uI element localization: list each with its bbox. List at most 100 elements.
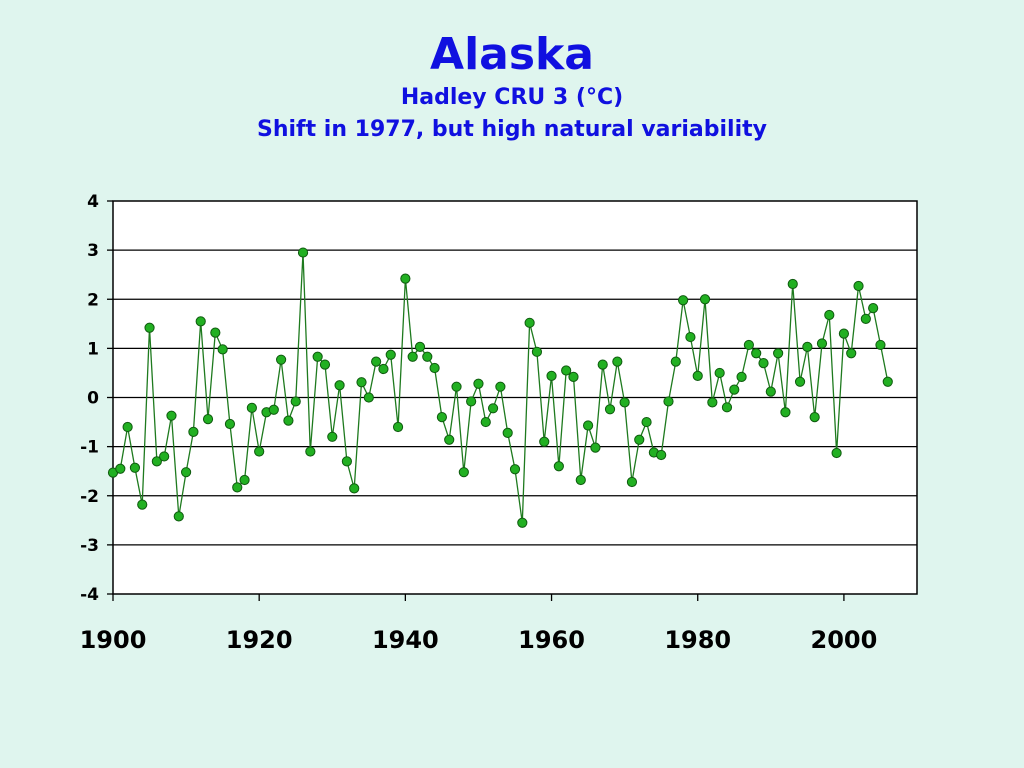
data-point xyxy=(824,309,835,321)
data-point xyxy=(378,363,389,375)
data-point xyxy=(283,415,294,426)
y-tick-label: 0 xyxy=(87,389,99,409)
data-point xyxy=(707,397,718,408)
data-point xyxy=(692,370,703,381)
data-point xyxy=(612,356,623,367)
data-point xyxy=(202,414,214,425)
data-point xyxy=(714,367,725,379)
data-point xyxy=(743,339,754,351)
y-tick-label: 2 xyxy=(87,290,99,310)
data-point xyxy=(349,483,360,494)
data-point xyxy=(444,434,455,445)
data-point xyxy=(751,348,762,359)
data-point xyxy=(539,436,550,447)
data-point xyxy=(634,434,645,445)
x-tick-label: 2000 xyxy=(811,626,878,654)
data-point xyxy=(502,427,513,438)
data-point xyxy=(312,351,323,362)
data-point xyxy=(487,403,499,414)
data-point xyxy=(341,456,352,467)
data-point xyxy=(663,396,674,407)
data-point xyxy=(597,359,608,370)
data-point xyxy=(794,376,806,387)
chart-title: Alaska xyxy=(430,29,594,80)
data-point xyxy=(371,356,382,367)
x-tick-label: 1940 xyxy=(372,626,439,654)
x-tick-label: 1980 xyxy=(664,626,731,654)
data-point xyxy=(180,467,192,478)
y-tick-label: -2 xyxy=(80,487,99,507)
data-point xyxy=(407,351,418,362)
data-point xyxy=(729,384,740,395)
data-point xyxy=(129,462,141,473)
data-point xyxy=(276,354,287,365)
data-point xyxy=(590,442,601,453)
data-point xyxy=(151,456,162,467)
data-point xyxy=(137,499,148,510)
y-tick-label: -1 xyxy=(80,438,99,458)
data-point xyxy=(758,358,769,369)
data-point xyxy=(327,431,338,442)
data-point xyxy=(217,344,228,355)
data-point xyxy=(188,426,199,437)
data-point xyxy=(860,313,871,324)
data-point xyxy=(604,404,616,415)
data-point xyxy=(334,380,345,391)
data-point xyxy=(495,381,506,392)
x-tick-label: 1920 xyxy=(226,626,293,654)
chart-subtitle-2: Shift in 1977, but high natural variabil… xyxy=(257,117,767,142)
data-point xyxy=(392,421,404,433)
data-point xyxy=(524,317,535,328)
y-tick-label: 1 xyxy=(87,339,99,359)
data-point xyxy=(721,402,733,413)
data-point xyxy=(509,464,521,475)
data-point xyxy=(816,338,828,349)
data-point xyxy=(868,302,879,314)
data-point xyxy=(553,461,564,472)
data-point xyxy=(838,328,850,339)
data-point xyxy=(656,449,667,461)
data-point xyxy=(451,381,462,392)
data-point xyxy=(210,327,221,338)
data-point xyxy=(699,294,711,305)
data-point xyxy=(122,421,133,433)
data-point xyxy=(166,410,177,421)
data-point xyxy=(736,371,747,382)
data-point xyxy=(619,397,630,408)
y-tick-label: -3 xyxy=(80,536,99,556)
data-point xyxy=(414,341,426,353)
data-point xyxy=(246,402,257,413)
data-point xyxy=(400,273,411,284)
x-tick-label: 1960 xyxy=(518,626,585,654)
data-point xyxy=(765,386,776,397)
data-point xyxy=(546,370,557,381)
title-block: Alaska Hadley CRU 3 (°C) Shift in 1977, … xyxy=(0,28,1024,146)
data-point xyxy=(773,348,784,359)
data-point xyxy=(115,463,126,474)
data-point xyxy=(429,362,440,374)
data-point xyxy=(195,316,206,327)
data-point xyxy=(875,339,886,351)
data-point xyxy=(678,295,689,306)
data-point xyxy=(319,359,331,370)
data-point xyxy=(561,365,572,376)
data-point xyxy=(641,416,652,428)
data-point xyxy=(422,351,433,362)
data-point xyxy=(254,446,265,457)
data-point xyxy=(473,378,484,389)
data-point xyxy=(290,396,301,407)
data-point xyxy=(846,348,857,359)
data-point xyxy=(626,476,638,488)
data-point xyxy=(882,376,893,387)
data-point xyxy=(144,322,155,333)
x-tick-label: 1900 xyxy=(80,626,147,654)
data-point xyxy=(436,412,448,423)
data-point xyxy=(458,467,469,478)
data-point xyxy=(531,346,543,357)
data-point xyxy=(480,416,491,428)
data-point xyxy=(685,331,696,343)
data-point xyxy=(517,517,528,528)
data-point xyxy=(173,511,184,522)
chart-subtitle-1: Hadley CRU 3 (°C) xyxy=(400,85,624,110)
